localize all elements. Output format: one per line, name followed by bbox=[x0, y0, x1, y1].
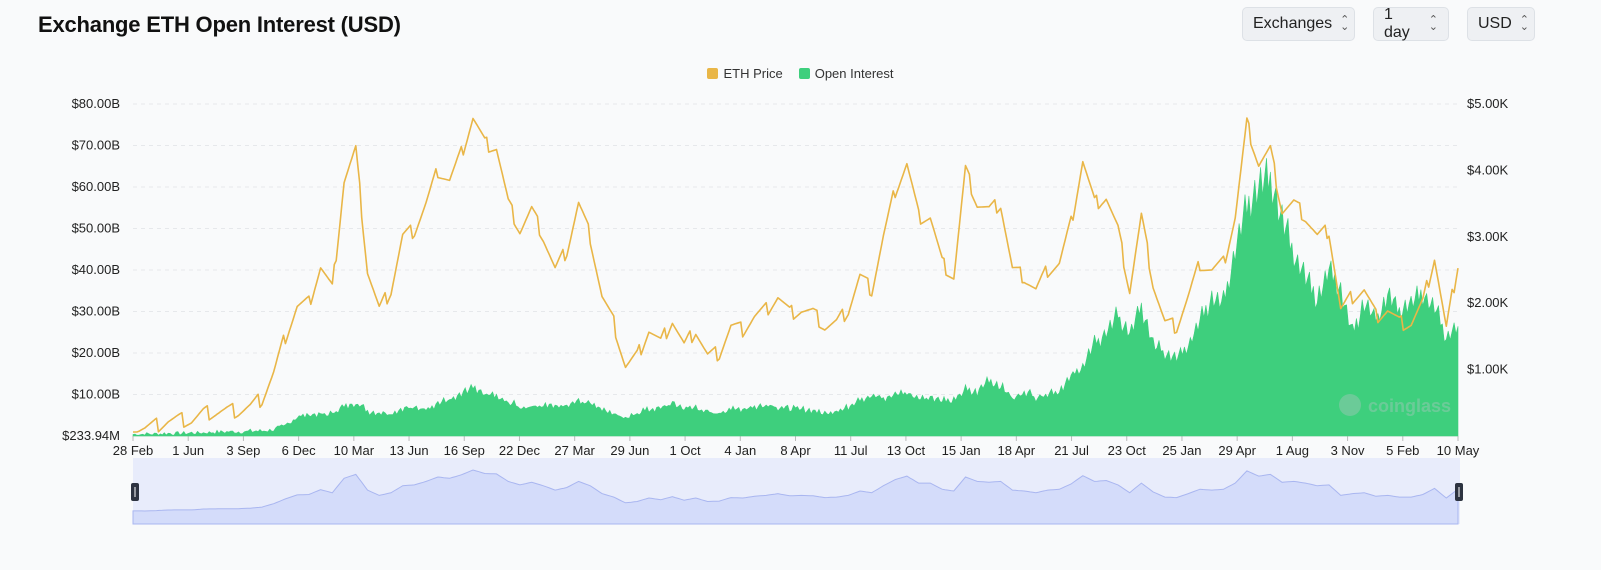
y-right-tick-label: $1.00K bbox=[1467, 362, 1509, 377]
y-left-tick-label: $40.00B bbox=[72, 262, 120, 277]
exchanges-select-value: Exchanges bbox=[1253, 15, 1333, 32]
chevron-up-down-icon: ⌃ ⌄ bbox=[1340, 14, 1350, 33]
open-interest-area bbox=[132, 158, 1459, 437]
x-tick-label: 1 Jun bbox=[172, 443, 204, 458]
legend-label-eth-price: ETH Price bbox=[723, 66, 783, 81]
currency-select-value: USD bbox=[1478, 15, 1512, 32]
x-tick-label: 16 Sep bbox=[444, 443, 485, 458]
x-tick-label: 1 Oct bbox=[670, 443, 701, 458]
x-tick-label: 11 Jul bbox=[834, 443, 868, 458]
y-axis-right: $1.00K $2.00K $3.00K $4.00K $5.00K bbox=[1467, 96, 1509, 377]
navigator-handle-left[interactable] bbox=[131, 483, 139, 501]
x-tick-label: 22 Dec bbox=[499, 443, 541, 458]
y-left-tick-label: $80.00B bbox=[72, 96, 120, 111]
x-tick-label: 6 Dec bbox=[282, 443, 316, 458]
x-axis: 28 Feb 1 Jun 3 Sep 6 Dec 10 Mar 13 Jun 16 Sep 2… bbox=[113, 435, 1480, 458]
chevron-up-down-icon: ⌃ ⌄ bbox=[1428, 14, 1438, 33]
coinglass-logo: coinglass bbox=[1339, 394, 1451, 416]
x-tick-label: 10 May bbox=[1437, 443, 1480, 458]
legend-swatch-eth-price bbox=[707, 68, 719, 79]
x-tick-label: 13 Oct bbox=[887, 443, 926, 458]
exchanges-select[interactable]: Exchanges ⌃ ⌄ bbox=[1242, 7, 1355, 41]
x-tick-label: 28 Feb bbox=[113, 443, 153, 458]
interval-select[interactable]: 1 day ⌃ ⌄ bbox=[1373, 6, 1449, 41]
x-tick-label: 15 Jan bbox=[942, 443, 981, 458]
x-tick-label: 3 Sep bbox=[226, 443, 260, 458]
navigator bbox=[131, 458, 1463, 525]
y-left-tick-label: $30.00B bbox=[72, 304, 120, 319]
x-tick-label: 4 Jan bbox=[724, 443, 756, 458]
y-left-tick-label: $60.00B bbox=[72, 179, 120, 194]
chevron-up-down-icon: ⌃ ⌄ bbox=[1519, 14, 1529, 33]
navigator-background bbox=[133, 458, 1460, 524]
y-right-tick-label: $3.00K bbox=[1467, 229, 1509, 244]
currency-select[interactable]: USD ⌃ ⌄ bbox=[1467, 7, 1535, 41]
x-tick-label: 29 Jun bbox=[610, 443, 649, 458]
y-left-tick-label: $233.94M bbox=[62, 428, 120, 443]
x-tick-label: 13 Jun bbox=[390, 443, 429, 458]
chart-legend: ETH Price Open Interest bbox=[0, 66, 1601, 81]
watermark-icon bbox=[1339, 394, 1361, 416]
legend-item-eth-price[interactable]: ETH Price bbox=[707, 66, 783, 81]
x-tick-label: 27 Mar bbox=[554, 443, 595, 458]
x-tick-label: 21 Jul bbox=[1054, 443, 1089, 458]
grid-lines bbox=[133, 103, 1458, 395]
watermark: coinglass bbox=[1339, 394, 1451, 416]
x-tick-label: 10 Mar bbox=[334, 443, 375, 458]
y-left-tick-label: $10.00B bbox=[72, 387, 120, 402]
y-right-tick-label: $4.00K bbox=[1467, 162, 1509, 177]
y-axis-left: $233.94M $10.00B $20.00B $30.00B $40.00B $50.… bbox=[62, 96, 120, 443]
y-left-tick-label: $50.00B bbox=[72, 221, 120, 236]
open-interest-series bbox=[132, 158, 1459, 437]
x-tick-label: 8 Apr bbox=[780, 443, 811, 458]
x-tick-label: 5 Feb bbox=[1386, 443, 1419, 458]
legend-item-open-interest[interactable]: Open Interest bbox=[798, 66, 894, 81]
watermark-text: coinglass bbox=[1368, 396, 1451, 416]
legend-label-open-interest: Open Interest bbox=[814, 66, 894, 81]
legend-swatch-open-interest bbox=[798, 68, 810, 79]
eth-price-line bbox=[133, 117, 1459, 433]
x-tick-label: 3 Nov bbox=[1331, 443, 1365, 458]
y-right-tick-label: $5.00K bbox=[1467, 96, 1509, 111]
x-tick-label: 29 Apr bbox=[1218, 443, 1256, 458]
interval-select-value: 1 day bbox=[1384, 6, 1410, 41]
page-title: Exchange ETH Open Interest (USD) bbox=[38, 12, 401, 37]
x-tick-label: 25 Jan bbox=[1162, 443, 1201, 458]
y-left-tick-label: $20.00B bbox=[72, 345, 120, 360]
y-left-tick-label: $70.00B bbox=[72, 138, 120, 153]
eth-price-series bbox=[133, 117, 1459, 433]
x-tick-label: 18 Apr bbox=[998, 443, 1036, 458]
navigator-series bbox=[132, 469, 1459, 525]
y-right-tick-label: $2.00K bbox=[1467, 295, 1509, 310]
x-tick-label: 1 Aug bbox=[1276, 443, 1309, 458]
navigator-handle-right[interactable] bbox=[1455, 483, 1463, 501]
x-tick-label: 23 Oct bbox=[1108, 443, 1147, 458]
